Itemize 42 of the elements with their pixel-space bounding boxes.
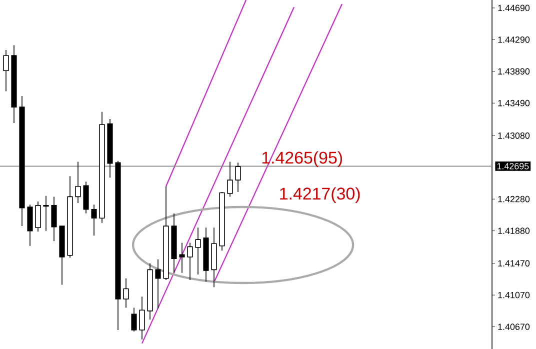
candlestick: [75, 161, 81, 204]
annotation: 1.4217(30): [280, 187, 360, 203]
candlestick: [171, 212, 177, 274]
candlestick: [187, 242, 193, 280]
candlestick: [51, 196, 57, 242]
y-tick-label: 1.41470: [498, 260, 530, 267]
candlestick: [19, 96, 25, 226]
candlestick: [227, 161, 233, 198]
candlestick: [211, 227, 217, 288]
candlestick: [115, 160, 121, 330]
candlestick: [195, 227, 201, 275]
candlestick: [155, 258, 161, 309]
y-tick-label: 1.43080: [498, 132, 530, 139]
candlestick: [83, 181, 89, 214]
candlestick: [91, 204, 97, 236]
y-tick-label: 1.42280: [498, 196, 530, 202]
candlestick: [107, 118, 113, 178]
candlestick: [27, 204, 33, 246]
candlestick: [131, 307, 137, 332]
candlestick: [67, 176, 73, 258]
y-tick-label: 1.43890: [498, 68, 530, 75]
y-tick-label: 1.43490: [498, 100, 530, 106]
candlestick: [163, 186, 169, 280]
candlestick: [35, 201, 41, 232]
candlestick: [203, 227, 209, 282]
candlestick: [123, 278, 129, 308]
y-tick-label: 1.41880: [498, 228, 530, 234]
candlestick: [59, 226, 65, 286]
y-tick-label: 1.44690: [498, 4, 530, 12]
candlestick: [147, 262, 153, 320]
candlestick: [11, 44, 17, 124]
candlestick: [139, 296, 145, 340]
candlestick: [3, 50, 9, 92]
candlestick: [43, 196, 49, 232]
candlestick: [235, 162, 241, 192]
candlestick: [219, 192, 225, 252]
y-tick-label: 1.44290: [498, 36, 530, 43]
y-tick-label: 1.41070: [498, 292, 530, 298]
ref-line-label: 1.42695: [497, 162, 529, 170]
candlestick: [99, 111, 105, 224]
y-tick-label: 1.40670: [498, 324, 530, 330]
candlestick: [179, 242, 185, 274]
